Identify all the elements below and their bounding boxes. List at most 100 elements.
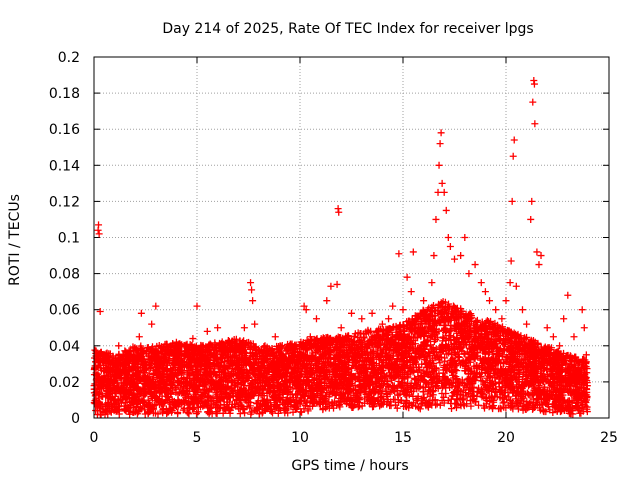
data-point xyxy=(92,407,100,415)
data-point xyxy=(154,361,162,369)
x-tick-label: 15 xyxy=(394,430,412,446)
data-point xyxy=(134,349,142,357)
data-point xyxy=(102,371,110,379)
data-point xyxy=(133,370,141,378)
data-point xyxy=(155,401,163,409)
data-point xyxy=(132,356,140,364)
data-point xyxy=(163,408,171,416)
data-point xyxy=(193,361,201,369)
data-point xyxy=(91,346,99,354)
data-point xyxy=(98,401,106,409)
data-point xyxy=(155,358,163,366)
data-point xyxy=(196,403,204,411)
data-point xyxy=(209,394,217,402)
data-point xyxy=(105,377,113,385)
y-tick-label: 0.08 xyxy=(49,267,80,283)
data-point xyxy=(159,383,167,391)
data-point xyxy=(184,367,192,375)
data-point xyxy=(153,393,161,401)
data-point xyxy=(144,344,152,352)
data-point xyxy=(161,366,169,374)
data-point xyxy=(113,383,121,391)
data-point xyxy=(144,387,152,395)
data-point xyxy=(124,389,132,397)
data-point xyxy=(134,399,142,407)
data-point xyxy=(212,389,220,397)
data-point xyxy=(195,366,203,374)
data-point xyxy=(154,381,162,389)
y-tick-label: 0.18 xyxy=(49,86,80,102)
data-point xyxy=(209,369,217,377)
data-point xyxy=(138,388,146,396)
data-point xyxy=(125,378,133,386)
x-axis-label: GPS time / hours xyxy=(291,458,408,474)
data-point xyxy=(174,396,182,404)
data-point xyxy=(180,392,188,400)
data-point xyxy=(154,398,162,406)
data-point xyxy=(168,406,176,414)
data-point xyxy=(201,389,209,397)
data-point xyxy=(448,405,456,413)
data-point xyxy=(160,354,168,362)
data-point xyxy=(153,342,161,350)
x-tick-label: 0 xyxy=(90,430,99,446)
data-point xyxy=(190,396,198,404)
data-point xyxy=(183,408,191,416)
data-point xyxy=(148,353,156,361)
data-point xyxy=(124,355,132,363)
data-point xyxy=(137,367,145,375)
data-point xyxy=(97,348,105,356)
data-point xyxy=(185,410,193,418)
data-point xyxy=(97,385,105,393)
data-point xyxy=(170,363,178,371)
data-point xyxy=(174,377,182,385)
data-point xyxy=(114,395,122,403)
y-tick-label: 0.02 xyxy=(49,375,80,391)
data-point xyxy=(197,389,205,397)
y-tick-label: 0.04 xyxy=(49,339,80,355)
data-point xyxy=(204,377,212,385)
data-point xyxy=(184,409,192,417)
data-point xyxy=(210,359,218,367)
data-point xyxy=(203,351,211,359)
data-point xyxy=(102,408,110,416)
y-tick-label: 0.1 xyxy=(58,231,80,247)
data-point xyxy=(147,364,155,372)
y-tick-label: 0 xyxy=(71,411,80,427)
data-point xyxy=(154,350,162,358)
data-point xyxy=(122,398,130,406)
data-point xyxy=(187,359,195,367)
x-tick-label: 25 xyxy=(600,430,618,446)
chart-title: Day 214 of 2025, Rate Of TEC Index for r… xyxy=(162,21,533,37)
data-point xyxy=(96,358,104,366)
data-point xyxy=(134,361,142,369)
data-point xyxy=(113,406,121,414)
x-tick-label: 20 xyxy=(497,430,515,446)
data-point xyxy=(135,374,143,382)
data-point xyxy=(174,356,182,364)
data-point xyxy=(174,408,182,416)
y-tick-label: 0.06 xyxy=(49,303,80,319)
data-point xyxy=(167,381,175,389)
data-point xyxy=(141,366,149,374)
y-tick-label: 0.16 xyxy=(49,122,80,138)
data-point xyxy=(124,404,132,412)
data-point xyxy=(182,341,190,349)
data-point xyxy=(120,402,128,410)
data-point xyxy=(153,370,161,378)
data-point xyxy=(393,404,401,412)
data-point xyxy=(194,408,202,416)
data-point xyxy=(126,397,134,405)
data-point xyxy=(133,410,141,418)
data-point xyxy=(194,370,202,378)
data-point xyxy=(154,410,162,418)
data-point xyxy=(135,375,143,383)
data-point xyxy=(167,347,175,355)
data-point xyxy=(114,356,122,364)
data-point xyxy=(121,379,129,387)
data-point xyxy=(195,397,203,405)
data-point xyxy=(141,410,149,418)
data-point xyxy=(113,373,121,381)
data-point xyxy=(167,400,175,408)
